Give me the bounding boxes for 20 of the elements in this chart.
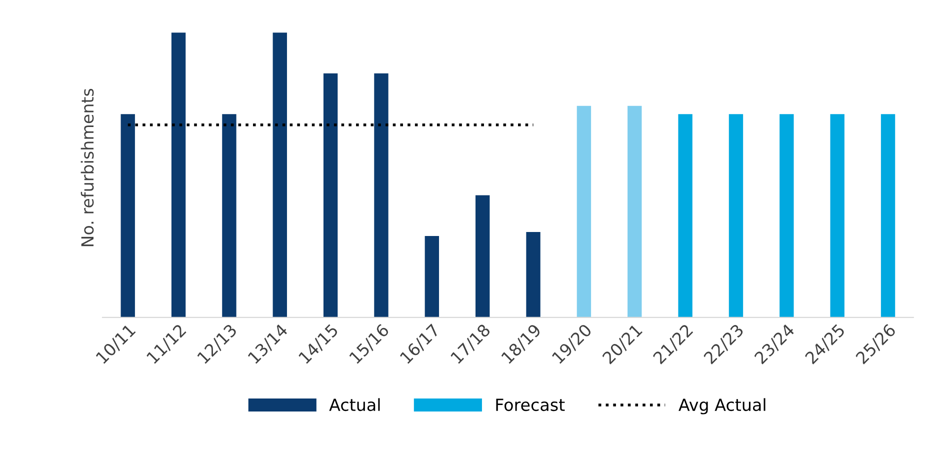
bar bbox=[526, 232, 540, 318]
bar bbox=[880, 114, 896, 318]
bar bbox=[323, 73, 338, 318]
bar bbox=[830, 114, 844, 318]
bar bbox=[222, 114, 236, 318]
bar bbox=[678, 114, 692, 318]
bar bbox=[374, 73, 388, 318]
legend-label: Forecast bbox=[496, 398, 565, 412]
bar bbox=[728, 114, 744, 318]
y-axis-title: No. refurbishments bbox=[80, 88, 94, 246]
legend-label: Actual bbox=[329, 398, 380, 412]
bar bbox=[272, 32, 287, 318]
bar bbox=[424, 236, 440, 318]
legend-label: Avg Actual bbox=[678, 398, 766, 414]
bar bbox=[576, 106, 592, 318]
bar bbox=[120, 114, 135, 318]
bar bbox=[476, 195, 490, 318]
bar bbox=[780, 114, 794, 318]
bar bbox=[171, 32, 186, 318]
bar bbox=[628, 106, 642, 318]
